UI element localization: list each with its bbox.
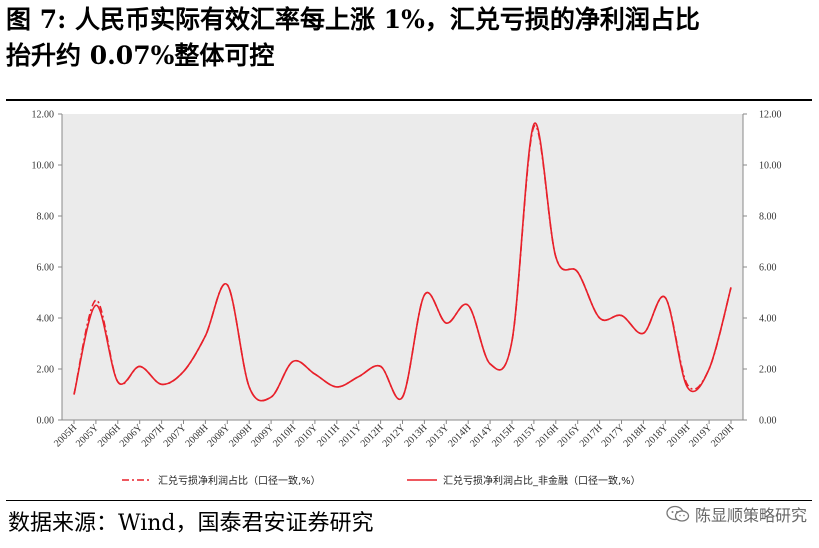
x-tick-label: 2017H (578, 422, 605, 449)
x-tick-label: 2011Y (337, 422, 364, 449)
x-tick-label: 2012Y (381, 422, 408, 449)
y-tick-label: 10.00 (32, 161, 55, 172)
source-note: 数据来源：Wind，国泰君安证券研究 (8, 511, 374, 536)
x-tick-label: 2016Y (556, 422, 583, 449)
y2-tick-label: 6.00 (759, 263, 777, 274)
title-line-1: 图 7: 人民币实际有效汇率每上涨 1%，汇兑亏损的净利润占比 (6, 5, 700, 34)
x-tick-label: 2019Y (687, 422, 714, 449)
y2-tick-label: 12.00 (759, 110, 782, 121)
plot-area (62, 114, 743, 420)
source-divider (6, 500, 812, 501)
x-tick-label: 2011H (315, 422, 342, 449)
x-tick-label: 2010H (271, 422, 298, 449)
x-tick-label: 2018Y (643, 422, 670, 449)
x-tick-label: 2005Y (74, 422, 101, 449)
x-tick-label: 2016H (534, 422, 561, 449)
x-tick-label: 2008Y (205, 422, 232, 449)
x-tick-label: 2013Y (424, 422, 451, 449)
x-tick-label: 2006Y (118, 422, 145, 449)
x-tick-label: 2012H (359, 422, 386, 449)
y-tick-label: 12.00 (32, 110, 55, 121)
x-tick-label: 2005H (52, 422, 79, 449)
y-tick-label: 2.00 (37, 365, 55, 376)
x-tick-label: 2006H (96, 422, 123, 449)
title-divider (6, 99, 812, 101)
x-tick-label: 2009Y (249, 422, 276, 449)
x-tick-label: 2015H (490, 422, 517, 449)
x-tick-label: 2020H (709, 422, 736, 449)
x-tick-label: 2007H (140, 422, 167, 449)
legend-label-1: 汇兑亏损净利润占比（口径一致,%） (158, 474, 321, 487)
y2-tick-label: 2.00 (759, 365, 777, 376)
x-tick-label: 2007Y (162, 422, 189, 449)
x-tick-label: 2014Y (468, 422, 495, 449)
x-tick-label: 2019H (665, 422, 692, 449)
x-tick-label: 2008H (183, 422, 210, 449)
x-tick-label: 2013H (402, 422, 429, 449)
x-tick-label: 2018H (621, 422, 648, 449)
line-chart: 0.00 2.00 4.00 6.00 8.00 10.00 12.00 0.00 2.00 4.… (32, 110, 782, 488)
wechat-icon (666, 505, 690, 522)
watermark: 陈显顺策略研究 (666, 502, 807, 526)
y-tick-label: 4.00 (37, 314, 55, 325)
x-tick-label: 2015Y (512, 422, 539, 449)
figure-title: 图 7: 人民币实际有效汇率每上涨 1%，汇兑亏损的净利润占比 抬升约 0.07… (6, 2, 811, 74)
title-line-2: 抬升约 0.07%整体可控 (6, 41, 275, 70)
watermark-text: 陈显顺策略研究 (694, 506, 807, 525)
y2-tick-label: 4.00 (759, 314, 777, 325)
y-tick-label: 0.00 (37, 416, 55, 427)
y-tick-label: 6.00 (37, 263, 55, 274)
y2-tick-label: 10.00 (759, 161, 782, 172)
legend-label-2: 汇兑亏损净利润占比_非金融（口径一致,%） (443, 474, 641, 487)
y2-tick-label: 8.00 (759, 212, 777, 223)
y2-tick-label: 0.00 (759, 416, 777, 427)
x-tick-label: 2009H (227, 422, 254, 449)
x-tick-label: 2014H (446, 422, 473, 449)
x-tick-label: 2017Y (600, 422, 627, 449)
series-line-2 (73, 122, 732, 402)
x-tick-label: 2010Y (293, 422, 320, 449)
y-tick-label: 8.00 (37, 212, 55, 223)
